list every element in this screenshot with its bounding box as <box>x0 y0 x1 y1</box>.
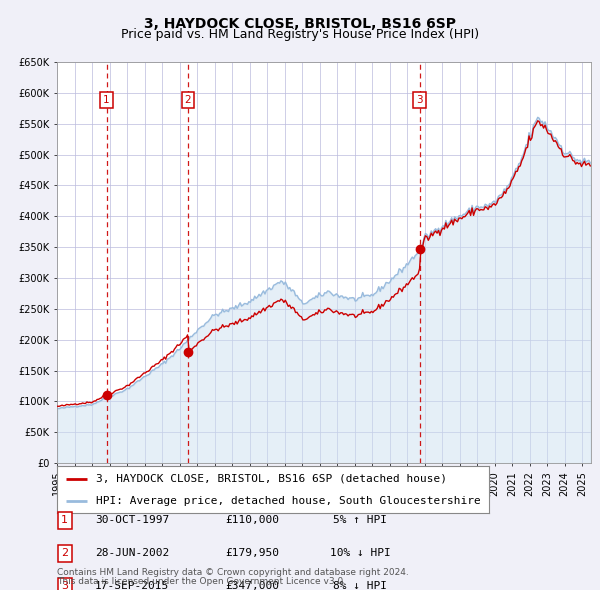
Text: 3: 3 <box>416 95 423 105</box>
Text: 30-OCT-1997: 30-OCT-1997 <box>95 516 169 525</box>
Text: 3, HAYDOCK CLOSE, BRISTOL, BS16 6SP (detached house): 3, HAYDOCK CLOSE, BRISTOL, BS16 6SP (det… <box>96 474 447 484</box>
Text: 1: 1 <box>103 95 110 105</box>
Text: 17-SEP-2015: 17-SEP-2015 <box>95 582 169 590</box>
Text: 3, HAYDOCK CLOSE, BRISTOL, BS16 6SP: 3, HAYDOCK CLOSE, BRISTOL, BS16 6SP <box>144 17 456 31</box>
Text: 1: 1 <box>61 516 68 525</box>
Text: 2: 2 <box>185 95 191 105</box>
Text: £347,000: £347,000 <box>225 582 279 590</box>
Text: This data is licensed under the Open Government Licence v3.0.: This data is licensed under the Open Gov… <box>57 577 346 586</box>
Text: HPI: Average price, detached house, South Gloucestershire: HPI: Average price, detached house, Sout… <box>96 496 481 506</box>
Text: 5% ↑ HPI: 5% ↑ HPI <box>333 516 387 525</box>
Text: 28-JUN-2002: 28-JUN-2002 <box>95 549 169 558</box>
Text: £110,000: £110,000 <box>225 516 279 525</box>
Text: 10% ↓ HPI: 10% ↓ HPI <box>329 549 391 558</box>
Text: 2: 2 <box>61 549 68 558</box>
Text: Price paid vs. HM Land Registry's House Price Index (HPI): Price paid vs. HM Land Registry's House … <box>121 28 479 41</box>
Text: 3: 3 <box>61 582 68 590</box>
Text: £179,950: £179,950 <box>225 549 279 558</box>
Text: Contains HM Land Registry data © Crown copyright and database right 2024.: Contains HM Land Registry data © Crown c… <box>57 568 409 577</box>
Text: 8% ↓ HPI: 8% ↓ HPI <box>333 582 387 590</box>
